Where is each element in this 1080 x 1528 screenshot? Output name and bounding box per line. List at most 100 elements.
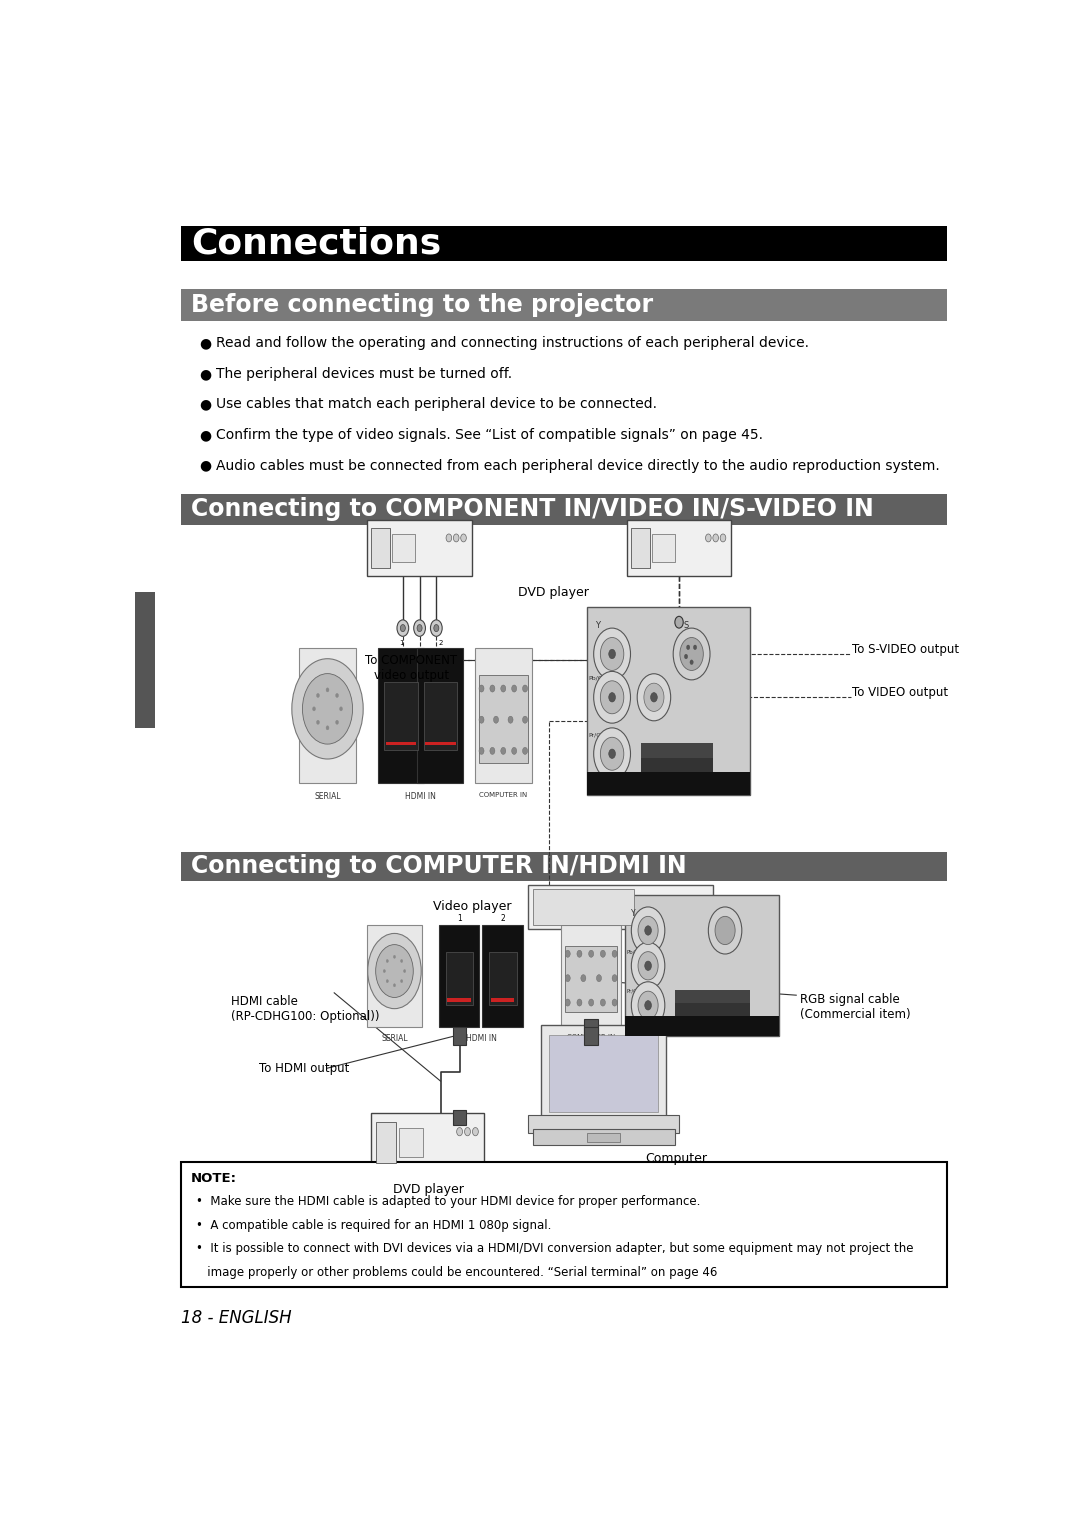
Bar [417, 648, 463, 784]
Circle shape [600, 637, 624, 671]
Text: ●: ● [200, 367, 212, 380]
Text: 2: 2 [438, 640, 443, 645]
Circle shape [508, 717, 513, 723]
Circle shape [401, 960, 403, 963]
Circle shape [612, 999, 617, 1005]
Circle shape [589, 950, 594, 957]
Circle shape [600, 999, 606, 1005]
Circle shape [480, 685, 484, 692]
Circle shape [501, 685, 505, 692]
Text: S: S [717, 909, 721, 918]
Circle shape [480, 717, 484, 723]
Circle shape [457, 1128, 462, 1135]
Circle shape [632, 943, 665, 989]
Bar [675, 990, 751, 1004]
Circle shape [446, 533, 451, 542]
Text: Audio cables must be connected from each peripheral device directly to the audio: Audio cables must be connected from each… [216, 458, 940, 472]
Circle shape [431, 620, 442, 636]
Circle shape [577, 999, 582, 1005]
Circle shape [680, 637, 703, 671]
Text: image properly or other problems could be encountered. “Serial terminal” on page: image properly or other problems could b… [197, 1265, 717, 1279]
Text: SERIAL: SERIAL [314, 792, 341, 801]
Bar [367, 926, 421, 1027]
Bar [454, 1027, 467, 1045]
Bar [387, 743, 416, 746]
Circle shape [292, 659, 363, 759]
Circle shape [414, 620, 426, 636]
Circle shape [596, 975, 602, 981]
Bar [541, 1025, 666, 1118]
Bar [423, 681, 457, 750]
Text: S: S [684, 620, 688, 630]
Text: Pr/Cr: Pr/Cr [626, 989, 639, 993]
Circle shape [645, 961, 651, 970]
Text: HDMI IN: HDMI IN [467, 1034, 497, 1044]
Circle shape [594, 671, 631, 723]
Circle shape [715, 917, 735, 944]
Bar [565, 946, 617, 1012]
Bar [447, 998, 471, 1001]
Text: COMPUTER IN: COMPUTER IN [567, 1034, 616, 1041]
Circle shape [472, 1128, 478, 1135]
Bar [652, 535, 675, 562]
Bar [181, 289, 947, 321]
Circle shape [708, 908, 742, 953]
Circle shape [645, 926, 651, 935]
Bar [299, 648, 356, 784]
Circle shape [638, 952, 658, 979]
Circle shape [454, 533, 459, 542]
Text: S-VIDEO IN: S-VIDEO IN [699, 1005, 726, 1012]
Bar [588, 607, 751, 795]
Circle shape [512, 747, 516, 755]
Text: VIDEO IN: VIDEO IN [701, 993, 724, 998]
Circle shape [494, 717, 499, 723]
Text: To COMPONENT
video output: To COMPONENT video output [365, 654, 457, 681]
Text: Pb/Cb: Pb/Cb [626, 949, 643, 953]
Circle shape [326, 688, 329, 692]
Text: Pb/Cb: Pb/Cb [589, 675, 607, 681]
Bar [475, 648, 531, 784]
Text: S-VIDEO IN: S-VIDEO IN [662, 759, 691, 766]
Bar [438, 926, 480, 1027]
Text: HDMI IN: HDMI IN [405, 792, 436, 801]
Bar [662, 929, 679, 937]
Bar [399, 1128, 423, 1157]
Circle shape [638, 917, 658, 944]
Circle shape [316, 694, 320, 697]
Text: Y: Y [632, 909, 636, 918]
Circle shape [480, 747, 484, 755]
Circle shape [312, 707, 315, 711]
Text: DVD player: DVD player [518, 585, 589, 599]
Text: ●: ● [200, 336, 212, 350]
Circle shape [609, 649, 616, 659]
Text: COMPUTER IN: COMPUTER IN [480, 792, 527, 798]
Text: NOTE:: NOTE: [191, 1172, 238, 1184]
Bar [367, 520, 472, 576]
Circle shape [638, 992, 658, 1019]
Bar [588, 1132, 620, 1143]
Bar [562, 929, 579, 937]
Circle shape [609, 692, 616, 701]
Circle shape [434, 625, 438, 631]
Bar [376, 1122, 396, 1163]
Text: ●: ● [200, 428, 212, 442]
Bar [181, 226, 947, 261]
Circle shape [713, 533, 718, 542]
Circle shape [612, 950, 617, 957]
Circle shape [581, 975, 585, 981]
Bar [490, 998, 514, 1001]
Bar [642, 744, 713, 758]
Circle shape [600, 681, 624, 714]
Circle shape [637, 674, 671, 721]
Circle shape [632, 908, 665, 953]
Text: ●: ● [200, 397, 212, 411]
Text: Computer: Computer [646, 1152, 707, 1164]
Bar [378, 648, 423, 784]
Text: Read and follow the operating and connecting instructions of each peripheral dev: Read and follow the operating and connec… [216, 336, 809, 350]
Circle shape [401, 979, 403, 983]
Circle shape [645, 1001, 651, 1010]
Text: Connecting to COMPONENT IN/VIDEO IN/S-VIDEO IN: Connecting to COMPONENT IN/VIDEO IN/S-VI… [191, 497, 874, 521]
Bar [584, 1019, 598, 1033]
Circle shape [417, 625, 422, 631]
Bar [489, 952, 516, 1004]
